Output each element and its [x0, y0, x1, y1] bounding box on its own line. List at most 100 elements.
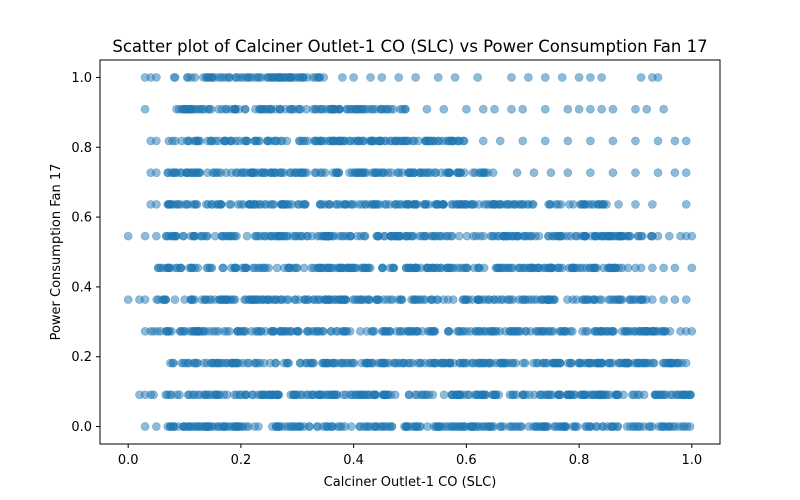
scatter-point — [584, 422, 594, 431]
scatter-point — [649, 358, 659, 368]
scatter-point — [202, 231, 212, 241]
scatter-point — [388, 295, 397, 304]
scatter-point — [231, 263, 240, 273]
scatter-point — [597, 73, 606, 82]
scatter-point — [294, 200, 303, 209]
scatter-point — [233, 200, 243, 209]
scatter-point — [253, 327, 263, 336]
scatter-point — [454, 231, 464, 241]
scatter-point — [618, 231, 627, 241]
scatter-point — [653, 168, 663, 177]
scatter-point — [478, 390, 487, 400]
scatter-point — [447, 390, 457, 400]
scatter-point — [597, 231, 607, 241]
scatter-point — [232, 231, 241, 241]
scatter-point — [520, 358, 530, 368]
scatter-point — [610, 295, 620, 304]
scatter-point — [152, 168, 161, 177]
scatter-point — [208, 73, 217, 82]
scatter-point — [422, 104, 432, 114]
scatter-point — [182, 168, 191, 177]
scatter-point — [359, 390, 368, 400]
scatter-point — [443, 327, 453, 336]
scatter-point — [460, 168, 469, 177]
scatter-point — [335, 358, 345, 368]
scatter-point — [412, 390, 422, 400]
scatter-point — [172, 263, 181, 273]
scatter-point — [609, 327, 618, 336]
scatter-point — [318, 422, 328, 431]
scatter-point — [563, 136, 573, 146]
scatter-point — [542, 358, 552, 368]
y-tick-label: 0.2 — [71, 350, 92, 365]
scatter-point — [360, 231, 370, 241]
scatter-point — [292, 263, 302, 273]
scatter-point — [635, 422, 645, 431]
scatter-point — [271, 295, 281, 304]
scatter-point — [352, 231, 362, 241]
scatter-point — [518, 104, 528, 114]
x-tick-label: 0.6 — [456, 453, 477, 468]
scatter-point — [274, 73, 283, 82]
scatter-point — [534, 263, 543, 273]
scatter-point — [433, 73, 443, 82]
scatter-point — [368, 136, 377, 146]
x-tick-label: 0.2 — [231, 453, 252, 468]
scatter-point — [648, 422, 657, 431]
scatter-point — [163, 263, 173, 273]
scatter-point — [315, 104, 325, 114]
scatter-point — [447, 263, 457, 273]
scatter-point — [435, 422, 444, 431]
scatter-point — [622, 358, 631, 368]
scatter-point — [183, 73, 192, 82]
scatter-point — [512, 327, 521, 336]
scatter-point — [648, 295, 657, 304]
scatter-point — [427, 231, 436, 241]
scatter-point — [581, 327, 590, 336]
scatter-point — [553, 358, 563, 368]
scatter-point — [371, 295, 381, 304]
scatter-point — [180, 200, 190, 209]
scatter-point — [625, 231, 635, 241]
scatter-point — [239, 136, 249, 146]
scatter-point — [200, 390, 209, 400]
scatter-point — [369, 200, 379, 209]
scatter-point — [502, 231, 511, 241]
scatter-point — [181, 358, 190, 368]
scatter-point — [253, 73, 263, 82]
scatter-point — [608, 136, 618, 146]
scatter-point — [482, 200, 492, 209]
scatter-point — [395, 200, 405, 209]
scatter-point — [327, 295, 337, 304]
scatter-point — [597, 327, 606, 336]
scatter-point — [263, 104, 273, 114]
scatter-point — [518, 136, 528, 146]
scatter-point — [521, 390, 530, 400]
scatter-point — [231, 422, 241, 431]
scatter-point — [426, 136, 436, 146]
scatter-point — [304, 422, 314, 431]
scatter-point — [242, 231, 252, 241]
scatter-point — [381, 358, 391, 368]
scatter-point — [460, 422, 470, 431]
scatter-point — [423, 263, 433, 273]
scatter-point — [303, 136, 312, 146]
scatter-point — [290, 295, 300, 304]
scatter-point — [342, 104, 352, 114]
scatter-point — [411, 263, 420, 273]
scatter-point — [307, 263, 316, 273]
scatter-point — [418, 327, 427, 336]
scatter-point — [211, 390, 221, 400]
scatter-point — [653, 73, 663, 82]
scatter-point — [412, 422, 422, 431]
scatter-point — [546, 263, 556, 273]
scatter-point — [378, 263, 387, 273]
scatter-point — [670, 295, 680, 304]
scatter-point — [484, 295, 494, 304]
scatter-point — [569, 200, 578, 209]
scatter-point — [210, 231, 220, 241]
scatter-point — [226, 136, 235, 146]
scatter-point — [679, 422, 689, 431]
scatter-point — [178, 231, 188, 241]
scatter-point — [439, 390, 449, 400]
